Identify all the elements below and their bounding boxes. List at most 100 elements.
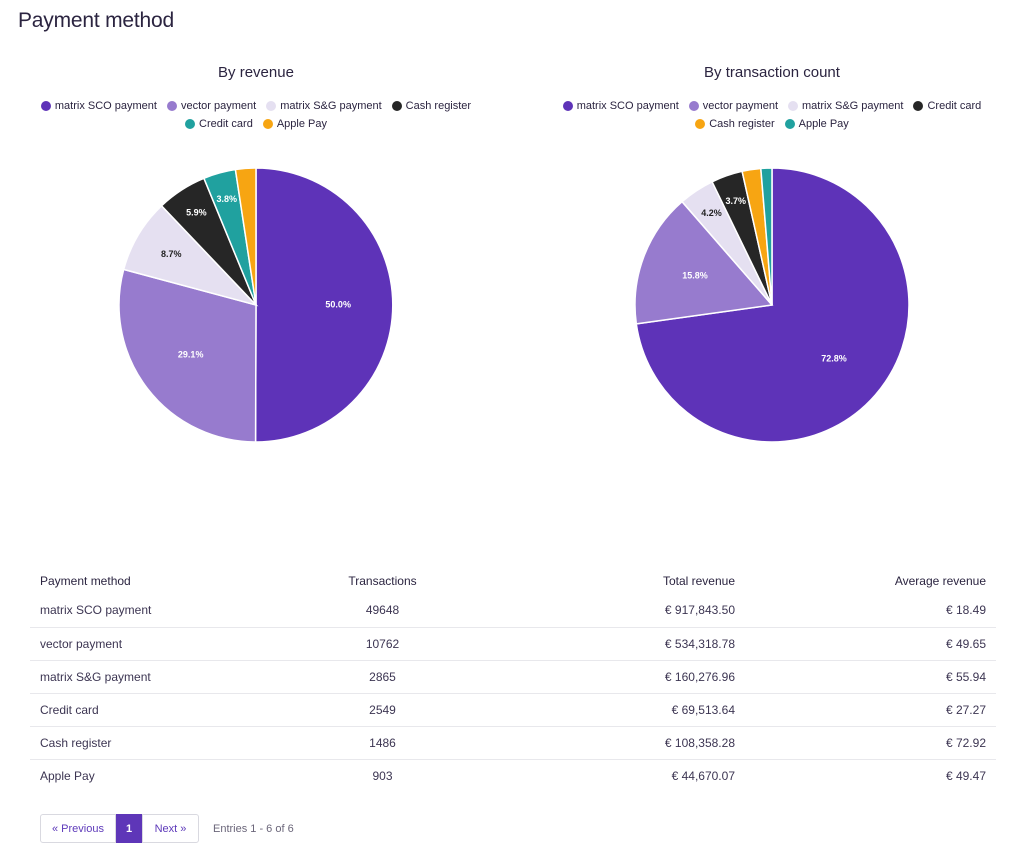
slice-label: 8.7% (161, 249, 182, 259)
legend-item[interactable]: matrix SCO payment (562, 100, 679, 112)
legend-label: vector payment (180, 100, 257, 112)
column-header-payment-method[interactable]: Payment method (40, 574, 131, 588)
cell-transactions: 2865 (280, 660, 485, 694)
legend-label: matrix S&G payment (802, 100, 904, 112)
legend-dot-icon (391, 101, 402, 111)
legend-dot-icon (788, 101, 798, 111)
entries-count: Entries 1 - 6 of 6 (213, 822, 294, 835)
legend-label: matrix S&G payment (280, 100, 382, 112)
table-row: Apple Pay 903 € 44,670.07 € 49.47 (30, 759, 996, 792)
slice-label: 5.9% (186, 207, 207, 217)
legend-dot-icon (40, 101, 51, 111)
cell-method: vector payment (30, 627, 280, 661)
pie-slice[interactable] (760, 167, 773, 306)
slice-label: 72.8% (821, 353, 847, 363)
previous-page-button[interactable]: « Previous (40, 814, 116, 843)
cell-total-revenue: € 44,670.07 (671, 768, 735, 783)
legend-item[interactable]: Credit card (185, 118, 253, 130)
page-1-button[interactable]: 1 (116, 814, 142, 843)
cell-method: matrix S&G payment (30, 660, 280, 694)
slice-label: 3.7% (726, 196, 747, 206)
chart-legend: matrix SCO payment vector payment matrix… (26, 100, 486, 130)
column-header-transactions[interactable]: Transactions (348, 574, 417, 588)
cell-total-revenue: € 917,843.50 (485, 594, 745, 628)
slice-label: 50.0% (325, 299, 351, 309)
page-title: Payment method (18, 9, 174, 32)
legend-dot-icon (695, 119, 706, 129)
legend-item[interactable]: Apple Pay (262, 118, 327, 130)
pie-slice[interactable] (634, 200, 774, 325)
cell-transactions: 1486 (280, 726, 485, 760)
pie-chart: 72.8% 15.8% 4.2% 3.7% (634, 167, 910, 443)
legend-label: Credit card (199, 118, 253, 130)
legend-item[interactable]: Cash register (695, 118, 775, 130)
cell-average-revenue: € 49.65 (745, 627, 996, 661)
table-row: matrix SCO payment 49648 € 917,843.50 € … (30, 594, 996, 628)
legend-dot-icon (262, 119, 273, 129)
table-row: Credit card 2549 € 69,513.64 € 27.27 (30, 693, 996, 727)
legend-dot-icon (185, 119, 196, 129)
legend-label: matrix SCO payment (576, 100, 679, 112)
chart-legend: matrix SCO payment vector payment matrix… (542, 100, 1002, 130)
revenue-chart: By revenue matrix SCO payment vector pay… (6, 58, 506, 458)
legend-label: Apple Pay (798, 118, 849, 130)
slice-label: 4.2% (701, 208, 722, 218)
legend-dot-icon (562, 101, 573, 111)
legend-label: vector payment (702, 100, 778, 112)
pie-slice[interactable] (118, 268, 257, 443)
column-header-total-revenue[interactable]: Total revenue (662, 574, 735, 588)
cell-average-revenue: € 55.94 (745, 660, 996, 694)
legend-label: Apple Pay (276, 118, 327, 130)
legend-item[interactable]: matrix SCO payment (40, 100, 157, 112)
cell-total-revenue: € 108,358.28 (485, 726, 745, 760)
legend-dot-icon (784, 119, 795, 129)
slice-label: 15.8% (682, 271, 708, 281)
legend-item[interactable]: Apple Pay (784, 118, 849, 130)
chart-title: By revenue (218, 64, 294, 81)
cell-total-revenue: € 69,513.64 (485, 693, 745, 727)
chart-title: By transaction count (704, 64, 840, 81)
legend-item[interactable]: matrix S&G payment (266, 100, 382, 112)
slice-label: 3.8% (216, 194, 237, 204)
cell-transactions: 2549 (280, 693, 485, 727)
next-page-button[interactable]: Next » (142, 814, 199, 843)
legend-item[interactable]: Credit card (913, 100, 981, 112)
cell-method: matrix SCO payment (30, 594, 280, 628)
legend-item[interactable]: vector payment (166, 100, 257, 112)
legend-dot-icon (688, 101, 699, 111)
pie-slice[interactable] (254, 167, 394, 443)
cell-method: Credit card (30, 693, 280, 727)
legend-dot-icon (166, 101, 177, 111)
cell-average-revenue: € 49.47 (945, 768, 986, 783)
table-row: vector payment 10762 € 534,318.78 € 49.6… (30, 627, 996, 661)
cell-average-revenue: € 72.92 (745, 726, 996, 760)
payment-method-table: Payment method Transactions Total revenu… (30, 568, 996, 792)
table-header-row: Payment method Transactions Total revenu… (30, 568, 996, 594)
cell-total-revenue: € 160,276.96 (485, 660, 745, 694)
cell-transactions: 49648 (280, 594, 485, 628)
legend-item[interactable]: Cash register (391, 100, 472, 112)
table-row: Cash register 1486 € 108,358.28 € 72.92 (30, 726, 996, 760)
payment-method-table-container: Payment method Transactions Total revenu… (30, 568, 996, 792)
legend-dot-icon (913, 101, 924, 111)
pie-slice[interactable] (234, 167, 257, 306)
legend-dot-icon (266, 101, 277, 111)
cell-transactions: 10762 (280, 627, 485, 661)
legend-item[interactable]: vector payment (688, 100, 778, 112)
cell-transactions: 903 (372, 768, 393, 783)
legend-label: matrix SCO payment (54, 100, 157, 112)
slice-label: 29.1% (178, 349, 204, 359)
pagination: « Previous 1 Next » Entries 1 - 6 of 6 (40, 814, 294, 843)
cell-average-revenue: € 27.27 (745, 693, 996, 727)
legend-label: Cash register (405, 100, 472, 112)
table-row: matrix S&G payment 2865 € 160,276.96 € 5… (30, 660, 996, 694)
cell-average-revenue: € 18.49 (745, 594, 996, 628)
legend-item[interactable]: matrix S&G payment (788, 100, 903, 112)
pie-chart: 50.0% 29.1% 8.7% 5.9% 3.8% (118, 167, 394, 443)
legend-label: Credit card (927, 100, 982, 112)
transaction-count-chart: By transaction count matrix SCO payment … (522, 58, 1022, 458)
column-header-average-revenue[interactable]: Average revenue (894, 574, 986, 588)
legend-label: Cash register (709, 118, 775, 130)
cell-method: Cash register (30, 726, 280, 760)
cell-total-revenue: € 534,318.78 (485, 627, 745, 661)
